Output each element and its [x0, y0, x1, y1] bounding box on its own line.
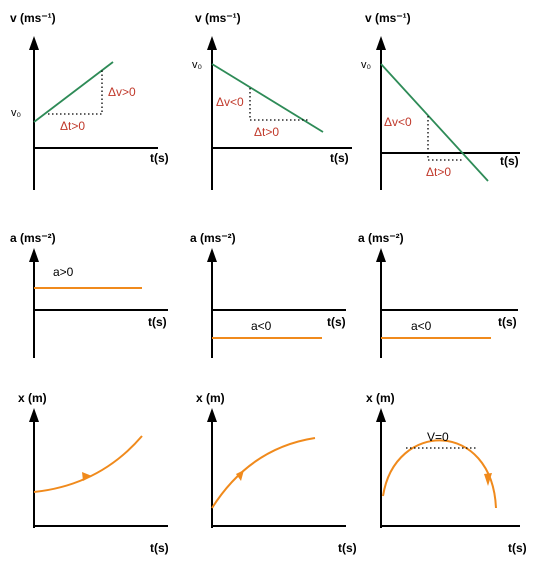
v0-label: v₀	[192, 59, 202, 71]
position-graph-2: x (m) t(s)	[196, 391, 357, 555]
y-axis-arrow-icon	[207, 408, 217, 422]
slope-triangle	[249, 88, 310, 121]
x-axis-label: t(s)	[498, 315, 517, 329]
x-axis-label: t(s)	[508, 541, 527, 555]
v0-label: v₀	[361, 59, 371, 71]
velocity-graph-2: v (ms⁻¹) t(s) v₀ Δv<0 Δt>0	[192, 11, 352, 190]
y-axis-arrow-icon	[29, 408, 39, 422]
y-axis-label: v (ms⁻¹)	[365, 11, 411, 25]
x-axis-label: t(s)	[330, 151, 349, 165]
position-curve	[33, 435, 143, 493]
delta-v-label: Δv<0	[216, 95, 244, 109]
x-axis-label: t(s)	[338, 541, 357, 555]
delta-t-label: Δt>0	[426, 165, 451, 179]
y-axis-label: x (m)	[18, 391, 47, 405]
direction-arrow-icon	[484, 473, 492, 486]
velocity-line	[33, 61, 114, 123]
peak-velocity-label: V=0	[427, 430, 449, 444]
acceleration-label: a<0	[251, 319, 272, 333]
delta-v-label: Δv>0	[108, 85, 136, 99]
y-axis-arrow-icon	[29, 36, 39, 50]
velocity-graph-3: v (ms⁻¹) t(s) v₀ Δv<0 Δt>0	[361, 11, 520, 190]
y-axis-arrow-icon	[376, 248, 386, 262]
acceleration-label: a>0	[53, 265, 74, 279]
position-curve	[211, 437, 316, 509]
delta-v-label: Δv<0	[384, 115, 412, 129]
delta-t-label: Δt>0	[254, 125, 279, 139]
velocity-line	[211, 63, 324, 133]
slope-triangle	[427, 116, 462, 161]
position-curve	[382, 439, 497, 509]
y-axis-label: v (ms⁻¹)	[195, 11, 241, 25]
y-axis-arrow-icon	[207, 36, 217, 50]
v0-label: v₀	[11, 107, 21, 119]
x-axis-label: t(s)	[150, 541, 169, 555]
y-axis-arrow-icon	[207, 248, 217, 262]
position-graph-3: x (m) t(s) V=0	[366, 391, 527, 555]
acceleration-graph-1: a (ms⁻²) t(s) a>0	[10, 231, 168, 358]
y-axis-arrow-icon	[29, 248, 39, 262]
y-axis-arrow-icon	[376, 36, 386, 50]
y-axis-label: a (ms⁻²)	[10, 231, 56, 245]
velocity-graph-1: v (ms⁻¹) t(s) v₀ Δv>0 Δt>0	[10, 11, 169, 190]
acceleration-graph-3: a (ms⁻²) t(s) a<0	[358, 231, 518, 358]
acceleration-label: a<0	[411, 319, 432, 333]
y-axis-label: a (ms⁻²)	[190, 231, 236, 245]
direction-arrow-icon	[82, 472, 92, 481]
y-axis-label: a (ms⁻²)	[358, 231, 404, 245]
y-axis-label: x (m)	[366, 391, 395, 405]
delta-t-label: Δt>0	[60, 119, 85, 133]
y-axis-arrow-icon	[376, 408, 386, 422]
position-graph-1: x (m) t(s)	[18, 391, 169, 555]
x-axis-label: t(s)	[148, 315, 167, 329]
x-axis-label: t(s)	[500, 154, 519, 168]
x-axis-label: t(s)	[150, 151, 169, 165]
y-axis-label: x (m)	[196, 391, 225, 405]
direction-arrow-icon	[236, 470, 244, 481]
acceleration-graph-2: a (ms⁻²) t(s) a<0	[190, 231, 346, 358]
x-axis-label: t(s)	[327, 315, 346, 329]
velocity-line	[380, 63, 489, 182]
y-axis-label: v (ms⁻¹)	[10, 11, 56, 25]
